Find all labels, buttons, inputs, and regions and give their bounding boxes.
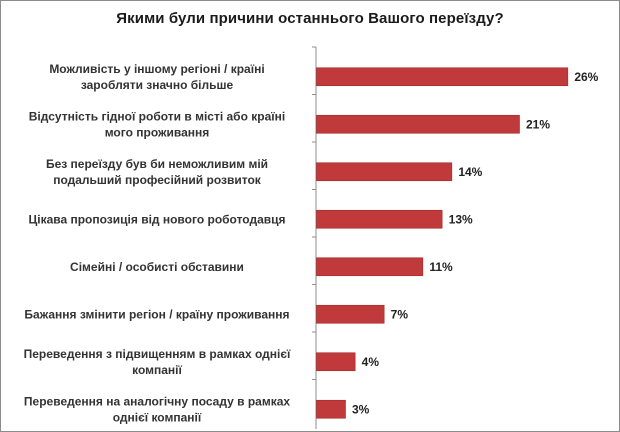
- category-label-line: Бажання змінити регіон / країну проживан…: [24, 307, 289, 321]
- bar: [316, 352, 356, 372]
- category-label-line: Сімейні / особисті обставини: [70, 260, 244, 274]
- bar: [316, 304, 385, 324]
- category-label: Без переїзду був би неможливим мій подаль…: [46, 157, 268, 187]
- category-label-line: Переведення на аналогічну посаду в рамка…: [24, 394, 290, 408]
- category-label-line: Можливість у іншому регіоні / країні: [49, 62, 264, 76]
- category-label-line: Відсутність гідної роботи в місті або кр…: [29, 109, 285, 123]
- category-label: Відсутність гідної роботи в місті або кр…: [29, 109, 285, 139]
- category-label-line: однієї компанії: [113, 410, 202, 424]
- category-label-line: компанії: [132, 363, 182, 377]
- category-label: Переведення на аналогічну посаду в рамка…: [24, 394, 290, 424]
- category-label-line: Переведення з підвищенням в рамках одніє…: [24, 347, 291, 361]
- bar: [316, 114, 520, 134]
- category-label-line: заробляти значно більше: [81, 78, 234, 92]
- category-label-line: Цікава пропозиція від нового роботодавця: [28, 212, 285, 226]
- data-label: 11%: [429, 260, 453, 274]
- category-label: Цікава пропозиція від нового роботодавця: [28, 212, 285, 226]
- category-label: Можливість у іншому регіоні / країні заро…: [49, 62, 264, 92]
- category-label: Бажання змінити регіон / країну проживан…: [24, 307, 289, 321]
- category-label-line: мого проживання: [105, 125, 210, 139]
- bar: [316, 399, 346, 419]
- chart-title: Якими були причини останнього Вашого пер…: [116, 10, 504, 27]
- data-label: 26%: [574, 70, 598, 84]
- data-label: 7%: [391, 307, 409, 321]
- data-label: 3%: [352, 402, 370, 416]
- data-label: 14%: [458, 165, 482, 179]
- bar: [316, 257, 424, 277]
- category-label: Сімейні / особисті обставини: [70, 260, 244, 274]
- bar: [316, 162, 453, 182]
- bar: [316, 67, 569, 87]
- bar: [316, 209, 443, 229]
- category-label-line: подальший професійний розвиток: [53, 173, 262, 187]
- data-label: 4%: [362, 355, 380, 369]
- category-label-line: Без переїзду був би неможливим мій: [46, 157, 268, 171]
- data-label: 21%: [526, 117, 550, 131]
- category-label: Переведення з підвищенням в рамках одніє…: [24, 347, 291, 377]
- data-label: 13%: [449, 212, 473, 226]
